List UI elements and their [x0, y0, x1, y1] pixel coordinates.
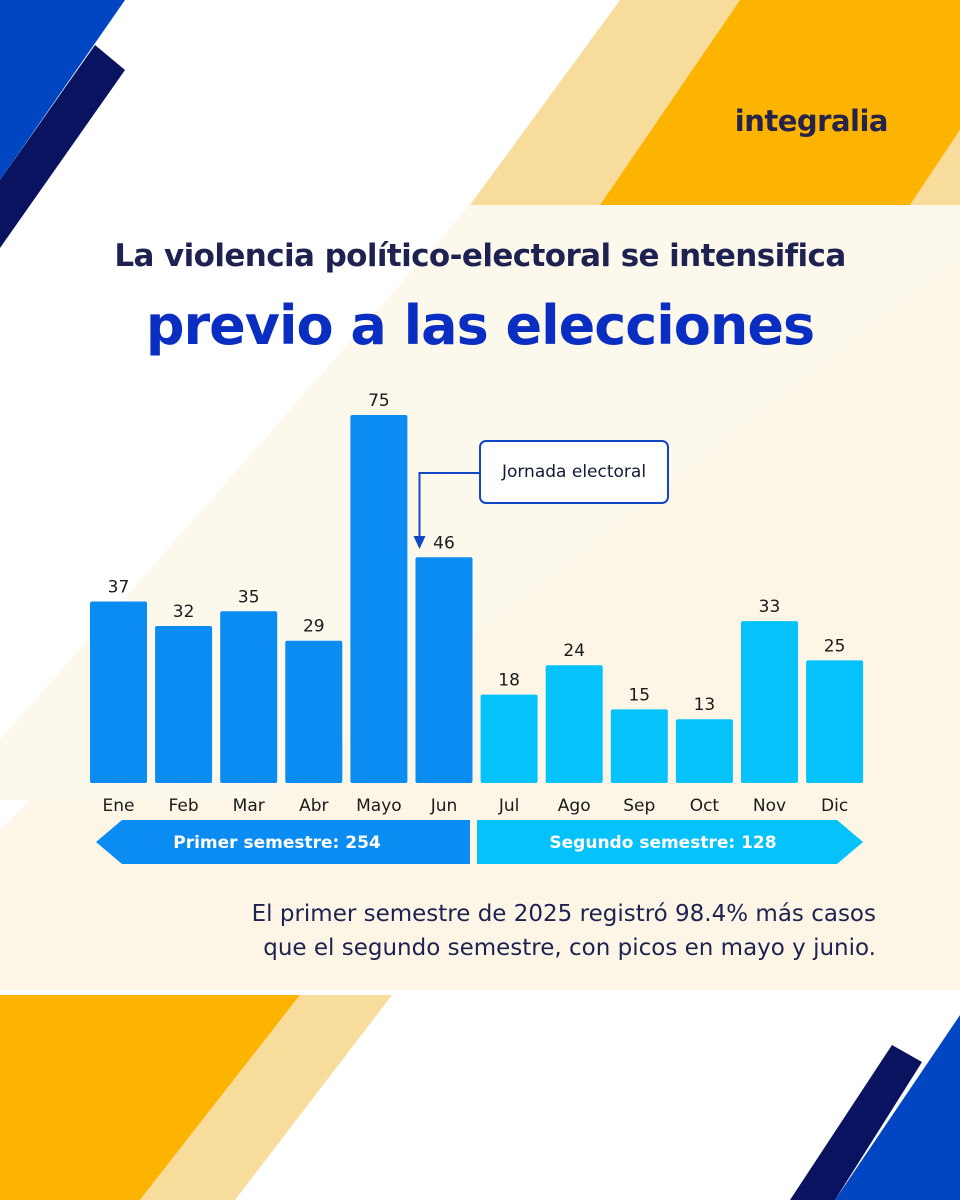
tick-label-sep: Sep	[623, 796, 655, 816]
callout-arrowhead	[413, 536, 426, 549]
royal-blue-corner-bottom	[835, 1015, 960, 1200]
footer-note-line-2: que el segundo semestre, con picos en ma…	[263, 935, 876, 961]
value-label-nov: 33	[759, 597, 781, 617]
tick-label-ene: Ene	[103, 796, 135, 816]
value-label-abr: 29	[303, 617, 325, 637]
first-semester-band	[96, 820, 470, 864]
value-label-ene: 37	[108, 577, 130, 597]
tick-label-oct: Oct	[690, 796, 720, 816]
navy-stripe-bottom	[790, 1045, 922, 1200]
light-yellow-corner-top	[910, 130, 960, 205]
value-label-mayo: 75	[368, 391, 390, 411]
tick-label-jul: Jul	[498, 796, 520, 816]
value-label-ago: 24	[563, 641, 585, 661]
value-label-jul: 18	[498, 671, 520, 691]
second-semester-band	[477, 820, 863, 864]
royal-blue-corner-top	[0, 0, 125, 180]
tick-label-mar: Mar	[233, 796, 265, 816]
bar-ene	[90, 601, 147, 783]
second-semester-label: Segundo semestre: 128	[549, 833, 776, 853]
tick-label-mayo: Mayo	[356, 796, 402, 816]
bar-dic	[806, 660, 864, 783]
page-subtitle: previo a las elecciones	[145, 294, 815, 357]
tick-label-ago: Ago	[558, 796, 591, 816]
tick-label-abr: Abr	[299, 796, 328, 816]
integralia-logo: integralia	[734, 104, 889, 138]
value-label-feb: 32	[173, 602, 195, 622]
page-title: La violencia político-electoral se inten…	[114, 238, 846, 274]
bar-mar	[220, 611, 278, 783]
tick-label-jun: Jun	[430, 796, 458, 816]
first-semester-label: Primer semestre: 254	[173, 833, 381, 853]
bar-feb	[155, 625, 213, 783]
value-label-mar: 35	[238, 587, 260, 607]
bar-ago	[545, 665, 603, 783]
tick-label-dic: Dic	[821, 796, 848, 816]
bar-jun	[415, 557, 473, 783]
tick-label-feb: Feb	[169, 796, 199, 816]
light-yellow-stripe-top	[470, 0, 740, 205]
navy-stripe-top	[0, 45, 125, 248]
light-yellow-stripe-bottom	[140, 995, 392, 1200]
value-label-jun: 46	[433, 533, 455, 553]
value-label-oct: 13	[694, 695, 716, 715]
tick-label-nov: Nov	[753, 796, 786, 816]
bar-nov	[741, 621, 798, 783]
value-label-sep: 15	[628, 685, 650, 705]
yellow-stripe-top	[600, 0, 960, 205]
value-label-dic: 25	[824, 636, 846, 656]
election-day-callout: Jornada electoral	[479, 440, 669, 504]
footer-note: El primer semestre de 2025 registró 98.4…	[176, 897, 876, 965]
yellow-stripe-bottom	[0, 995, 300, 1200]
bar-abr	[285, 640, 343, 783]
callout-connector	[418, 472, 479, 538]
bar-sep	[610, 709, 668, 783]
footer-note-line-1: El primer semestre de 2025 registró 98.4…	[251, 901, 876, 927]
bar-mayo	[350, 415, 408, 783]
bar-oct	[675, 719, 733, 783]
bar-jul	[480, 694, 538, 783]
